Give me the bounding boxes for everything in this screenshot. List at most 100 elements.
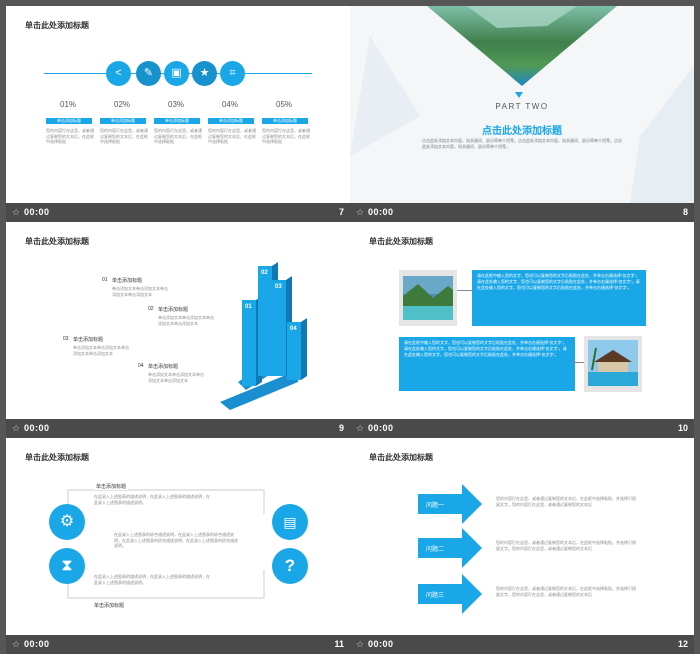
slide-thumbnail-8[interactable]: PART TWO 点击此处添加标题 点击此处添加文本内容，如关键词、部分简单介绍… [350, 6, 694, 222]
wrench-icon: ✎ [136, 61, 161, 86]
slide-title: 单击此处添加标题 [25, 453, 89, 462]
briefcase-icon: ▤ [272, 504, 308, 540]
arrow-shapes [418, 484, 482, 614]
star-icon[interactable]: ☆ [356, 423, 365, 433]
column-label: 04 [290, 326, 297, 332]
slide-number: 8 [682, 207, 688, 217]
slide-thumbnail-12[interactable]: 单击此处添加标题 问题一 问题二 问题三 您的内容打在这里，或者通过复制您的文本… [350, 438, 694, 654]
step-number: 03 [63, 336, 69, 342]
step-label: 单击添加标题 [112, 278, 143, 284]
slide-canvas: PART TWO 点击此处添加标题 点击此处添加文本内容，如关键词、部分简单介绍… [350, 6, 694, 203]
connector-line [457, 290, 475, 291]
slide-footer: ☆ 00:00 10 [350, 419, 694, 438]
column-label: 03 [275, 284, 282, 290]
step-text: 单击添加文本单击添加文本单击添加文本单击添加文本 [158, 315, 214, 326]
slide-thumbnail-10[interactable]: 单击此处添加标题 请在此框中输入您的文字，您也可以复制您的文字后粘贴在此处，并单… [350, 222, 694, 438]
slide-thumbnail-11[interactable]: 单击此处添加标题 单击添加标题 单击添加标题 在此录入上述图表的描述说明，在此录… [6, 438, 350, 654]
step-text: 单击添加文本单击添加文本单击添加文本单击添加文本 [112, 286, 168, 297]
center-text: 在此录入上述图表的综合描述说明，在此录入上述图表的综合描述说明，在此录入上述图表… [114, 532, 238, 548]
slide-number: 9 [338, 423, 344, 433]
share-icon: < [106, 61, 131, 86]
section-body: 点击此处添加文本内容，如关键词、部分简单介绍等。点击此处添加文本内容，如关键词、… [422, 138, 622, 149]
slide-number: 12 [677, 639, 688, 649]
step-number: 02 [148, 306, 154, 312]
star-icon[interactable]: ☆ [356, 639, 365, 649]
resort-photo [588, 340, 638, 386]
percent-value: 03% [168, 100, 185, 109]
slide-footer: ☆ 00:00 12 [350, 635, 694, 654]
slide-timing: 00:00 [368, 423, 394, 433]
text-box-1: 请在此框中输入您的文字，您也可以复制您的文字后粘贴在此处，并单击右键选择“仅文字… [472, 270, 646, 326]
slide-footer: ☆ 00:00 8 [350, 203, 694, 222]
slide-timing: 00:00 [368, 207, 394, 217]
question-label: 问题二 [426, 547, 445, 553]
step-number: 04 [138, 363, 144, 369]
slide-number: 11 [334, 639, 344, 649]
landscape-photo [427, 6, 617, 86]
question-label: 问题三 [426, 593, 445, 599]
item-label: 单击添加标题 [208, 118, 254, 124]
slide-timing: 00:00 [24, 639, 50, 649]
star-icon[interactable]: ☆ [356, 207, 365, 217]
item-label: 单击添加标题 [100, 118, 146, 124]
slide-title: 单击此处添加标题 [369, 237, 433, 246]
question-icon: ? [272, 548, 308, 584]
percent-value: 02% [114, 100, 131, 109]
item-text: 您的内容打在这里，或者通过复制您的文本后，在此框中选择粘贴 [154, 128, 202, 144]
item-text: 您的内容打在这里，或者通过复制您的文本后，在此框中选择粘贴 [208, 128, 256, 144]
top-label: 单击添加标题 [94, 483, 129, 490]
item-text: 您的内容打在这里，或者通过复制您的文本后，在此框中选择粘贴 [46, 128, 94, 144]
slide-canvas: 单击此处添加标题 请在此框中输入您的文字，您也可以复制您的文字后粘贴在此处，并单… [350, 222, 694, 419]
percent-value: 05% [276, 100, 293, 109]
step-label: 单击添加标题 [73, 337, 104, 343]
slide-thumbnail-7[interactable]: 单击此处添加标题 < ✎ ▣ ★ ⌗ 01% 02% 03% 04% 05% 单… [6, 6, 350, 222]
star-icon[interactable]: ☆ [12, 639, 21, 649]
gears-icon: ⚙ [49, 504, 85, 540]
star-icon[interactable]: ☆ [12, 207, 21, 217]
column-label: 02 [261, 270, 268, 276]
slide-timing: 00:00 [368, 639, 394, 649]
image-icon: ▣ [164, 61, 189, 86]
frame-lines [67, 489, 265, 599]
slide-thumbnail-9[interactable]: 单击此处添加标题 01 单击添加标题 单击添加文本单击添加文本单击添加文本单击添… [6, 222, 350, 438]
slide-canvas: 单击此处添加标题 < ✎ ▣ ★ ⌗ 01% 02% 03% 04% 05% 单… [6, 6, 350, 203]
connector-line [572, 362, 586, 363]
slide-number: 7 [338, 207, 344, 217]
slide-number: 10 [677, 423, 688, 433]
item-text: 您的内容打在这里，或者通过复制您的文本后，在此框中选择粘贴 [262, 128, 310, 144]
item-label: 单击添加标题 [46, 118, 92, 124]
star-icon[interactable]: ☆ [12, 423, 21, 433]
slide-canvas: 单击此处添加标题 01 单击添加标题 单击添加文本单击添加文本单击添加文本单击添… [6, 222, 350, 419]
slide-footer: ☆ 00:00 11 [6, 635, 350, 654]
item-text: 您的内容打在这里，或者通过复制您的文本后，在此框中选择粘贴 [100, 128, 148, 144]
slide-timing: 00:00 [24, 423, 50, 433]
step-label: 单击添加标题 [158, 307, 189, 313]
lake-photo [403, 276, 453, 320]
column-label: 01 [245, 304, 252, 310]
slide-title: 单击此处添加标题 [25, 237, 89, 246]
star-icon: ★ [192, 61, 217, 86]
slide-canvas: 单击此处添加标题 单击添加标题 单击添加标题 在此录入上述图表的描述说明，在此录… [6, 438, 350, 635]
top-text: 在此录入上述图表的描述说明，在此录入上述图表的描述说明，在此录入上述图表的描述说… [94, 494, 210, 505]
answer-text: 您的内容打在这里，或者通过复制您的文本后，在此框中选择粘贴，并选择只保留文字。您… [496, 540, 636, 551]
slide-canvas: 单击此处添加标题 问题一 问题二 问题三 您的内容打在这里，或者通过复制您的文本… [350, 438, 694, 635]
percent-value: 04% [222, 100, 239, 109]
slide-title: 单击此处添加标题 [25, 21, 89, 30]
section-title: 点击此处添加标题 [482, 126, 562, 137]
chevron-down-icon [515, 92, 523, 98]
slide-footer: ☆ 00:00 7 [6, 203, 350, 222]
bottom-label: 单击添加标题 [94, 603, 125, 609]
hourglass-icon: ⧗ [49, 548, 85, 584]
step-text: 单击添加文本单击添加文本单击添加文本单击添加文本 [148, 372, 204, 383]
decorative-shapes [350, 36, 694, 203]
percent-value: 01% [60, 100, 77, 109]
text-box-2: 请在此框中输入您的文字，您也可以复制您的文字后粘贴在此处，并单击右键选择“仅文字… [399, 337, 575, 391]
step-number: 01 [102, 277, 108, 283]
slide-timing: 00:00 [24, 207, 50, 217]
answer-text: 您的内容打在这里，或者通过复制您的文本后，在此框中选择粘贴，并选择只保留文字。您… [496, 496, 636, 507]
stair-bars-graphic [220, 262, 307, 410]
slide-title: 单击此处添加标题 [369, 453, 433, 462]
step-text: 单击添加文本单击添加文本单击添加文本单击添加文本 [73, 345, 129, 356]
item-label: 单击添加标题 [154, 118, 200, 124]
answer-text: 您的内容打在这里，或者通过复制您的文本后，在此框中选择粘贴，并选择只保留文字。您… [496, 586, 636, 597]
